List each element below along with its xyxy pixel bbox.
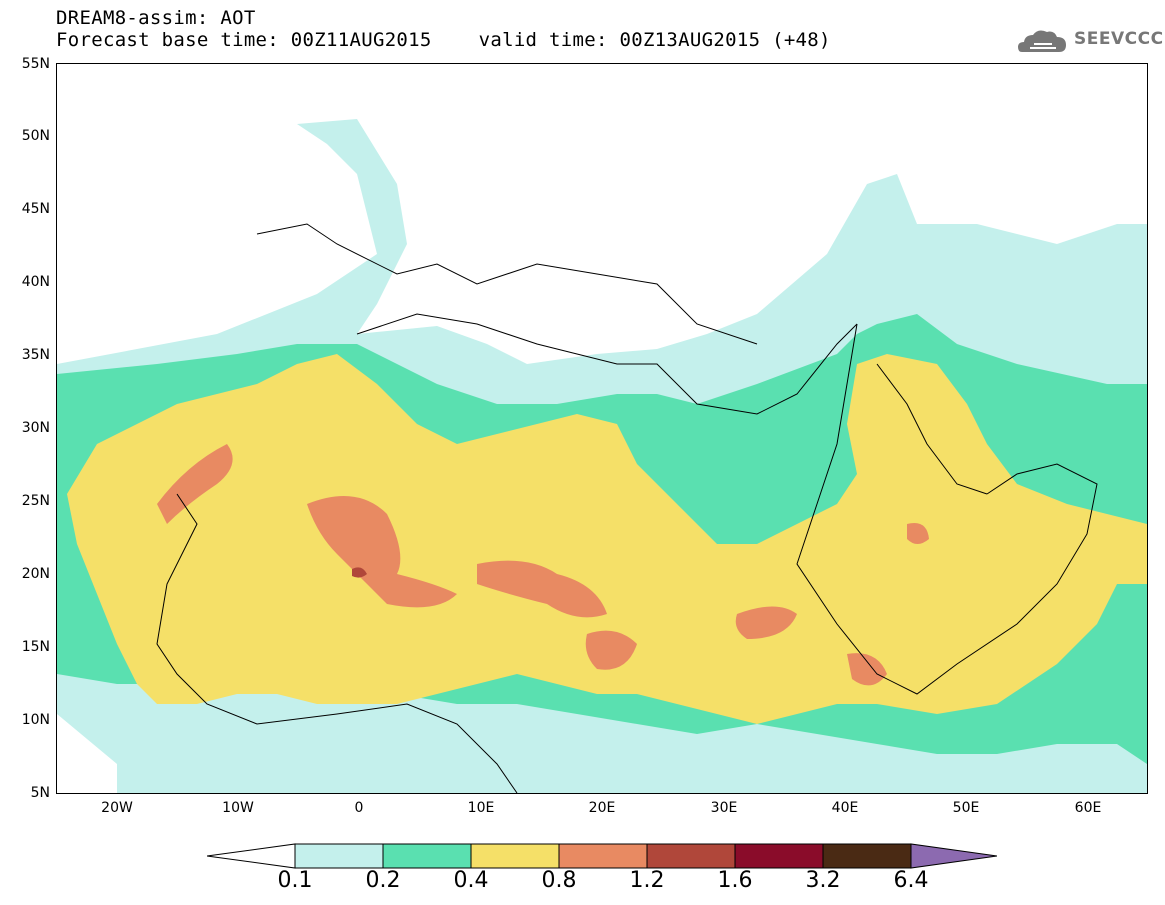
- colorbar-label: 1.2: [629, 868, 665, 893]
- aot-contour-1.2: [352, 567, 367, 578]
- brand-logo-text: SEEVCCC: [1074, 29, 1164, 49]
- lon-label: 30E: [710, 800, 738, 816]
- lat-label: 55N: [21, 56, 50, 72]
- colorbar-bin-high: [910, 843, 997, 869]
- lat-label: 30N: [21, 420, 50, 436]
- colorbar-label: 0.2: [365, 868, 401, 893]
- lat-label: 5N: [30, 785, 50, 801]
- lon-label: 20E: [588, 800, 616, 816]
- lat-label: 20N: [21, 566, 50, 582]
- aot-contour-0.8: [307, 496, 457, 608]
- aot-colorbar: [207, 843, 997, 869]
- lon-label: 60E: [1074, 800, 1102, 816]
- aot-contour-0.4: [67, 354, 1147, 724]
- lon-label: 20W: [101, 800, 133, 816]
- colorbar-bin: [294, 843, 384, 869]
- aot-contour-0.8: [735, 606, 797, 639]
- lat-label: 10N: [21, 712, 50, 728]
- colorbar-label: 0.1: [277, 868, 313, 893]
- colorbar-bin-low: [207, 843, 296, 869]
- chart-title: DREAM8-assim: AOT: [56, 7, 256, 29]
- colorbar-bin: [646, 843, 736, 869]
- colorbar-bin: [558, 843, 648, 869]
- colorbar-bin: [470, 843, 560, 869]
- lat-label: 50N: [21, 128, 50, 144]
- lon-label: 0: [354, 800, 364, 816]
- colorbar-label: 0.8: [541, 868, 577, 893]
- colorbar-bin: [822, 843, 912, 869]
- lat-label: 40N: [21, 274, 50, 290]
- colorbar-label: 0.4: [453, 868, 489, 893]
- forecast-times: Forecast base time: 00Z11AUG2015 valid t…: [56, 29, 831, 51]
- colorbar-label: 6.4: [893, 868, 929, 893]
- lon-label: 40E: [831, 800, 859, 816]
- aot-contour-0.8: [907, 523, 929, 544]
- aot-contour-0.8: [477, 560, 607, 618]
- lat-label: 35N: [21, 347, 50, 363]
- lat-label: 15N: [21, 639, 50, 655]
- lat-label: 25N: [21, 493, 50, 509]
- aot-contour-0.8: [157, 444, 233, 524]
- lon-label: 10E: [467, 800, 495, 816]
- lon-label: 10W: [222, 800, 254, 816]
- cloud-icon: [1018, 30, 1066, 52]
- aot-map: [56, 63, 1148, 794]
- colorbar-bin: [734, 843, 824, 869]
- aot-contour-0.8: [585, 630, 637, 670]
- colorbar-label: 3.2: [805, 868, 841, 893]
- aot-map-svg: [57, 119, 1147, 793]
- lon-label: 50E: [952, 800, 980, 816]
- aot-contour-0.8: [847, 653, 887, 686]
- lat-label: 45N: [21, 201, 50, 217]
- colorbar-label: 1.6: [717, 868, 753, 893]
- colorbar-bin: [382, 843, 472, 869]
